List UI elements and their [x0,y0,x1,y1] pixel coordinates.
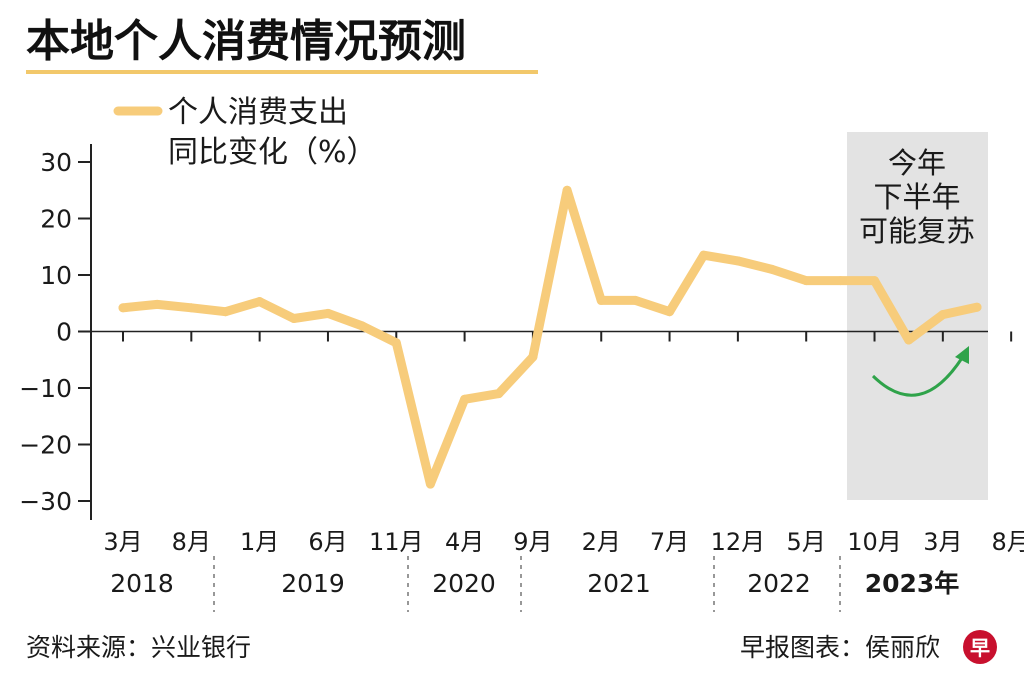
x-tick-label: 2月 [582,528,621,556]
annotation-line2: 下半年 [873,180,960,214]
zaobao-logo-icon: 早 [963,630,997,664]
source-note: 资料来源：兴业银行 [26,633,251,662]
logo-char: 早 [970,636,990,660]
x-tick-label: 5月 [787,528,826,556]
series-point [835,276,845,286]
year-label: 2018 [110,569,174,598]
credit-note: 早报图表：侯丽欣 [740,633,940,662]
x-tick-label: 1月 [240,528,279,556]
series-point [425,479,435,489]
x-tick-label: 4月 [445,528,484,556]
series-points [118,185,982,489]
series-point [904,335,914,345]
page-title: 本地个人消费情况预测 [26,16,466,67]
green-curved-arrow-icon [871,346,969,397]
series-point [255,297,265,307]
x-tick-label: 8月 [992,528,1024,556]
x-tick-label: 6月 [308,528,347,556]
series-point [186,303,196,313]
series-point [870,276,880,286]
y-tick-label: −20 [19,431,72,460]
forecast-shaded-region [847,132,988,500]
series-point [357,321,367,331]
x-tick-label: 9月 [513,528,552,556]
year-label: 2021 [587,569,651,598]
y-axis-ticks: 30 20 10 0 −10 −20 −30 [19,148,91,516]
series-point [391,338,401,348]
y-tick-label: −30 [19,487,72,516]
series-point [665,307,675,317]
series-point [562,185,572,195]
y-tick-label: 30 [40,148,72,177]
year-label: 2019 [281,569,345,598]
legend-label-line1: 个人消费支出 [168,95,348,130]
series-point [972,302,982,312]
series-point [118,303,128,313]
x-tick-label: 7月 [650,528,689,556]
x-tick-label: 11月 [369,528,424,556]
series-line-consumer-spending [118,185,982,489]
series-point [733,256,743,266]
series-point [494,389,504,399]
y-tick-label: 0 [56,318,72,347]
series-point [699,250,709,260]
series-point [938,310,948,320]
year-label: 2023年 [865,569,960,598]
year-label: 2020 [432,569,496,598]
y-tick-label: 10 [40,261,72,290]
x-tick-label: 10月 [847,528,902,556]
x-tick-label: 8月 [172,528,211,556]
series-point [801,276,811,286]
x-tick-label: 3月 [103,528,142,556]
year-labels: 2018 2019 2020 2021 2022 2023年 [110,556,959,612]
annotation-line1: 今年 [888,146,946,180]
legend-label-line2: 同比变化（%） [168,135,377,170]
y-tick-label: −10 [19,374,72,403]
annotation-line3: 可能复苏 [859,214,975,248]
series-point [767,264,777,274]
x-axis-ticks: 3月 8月 1月 6月 11月 4月 9月 2月 7月 12月 5月 10月 3月 8月 [103,331,1024,556]
series-point [596,295,606,305]
series-point [220,307,230,317]
series-point [152,299,162,309]
series-point [323,308,333,318]
year-label: 2022 [747,569,811,598]
series-point [528,352,538,362]
series-point [630,295,640,305]
series-point [460,394,470,404]
series-point [289,314,299,324]
x-tick-label: 12月 [711,528,766,556]
title-underline [26,70,538,74]
x-tick-label: 3月 [923,528,962,556]
y-tick-label: 20 [40,205,72,234]
